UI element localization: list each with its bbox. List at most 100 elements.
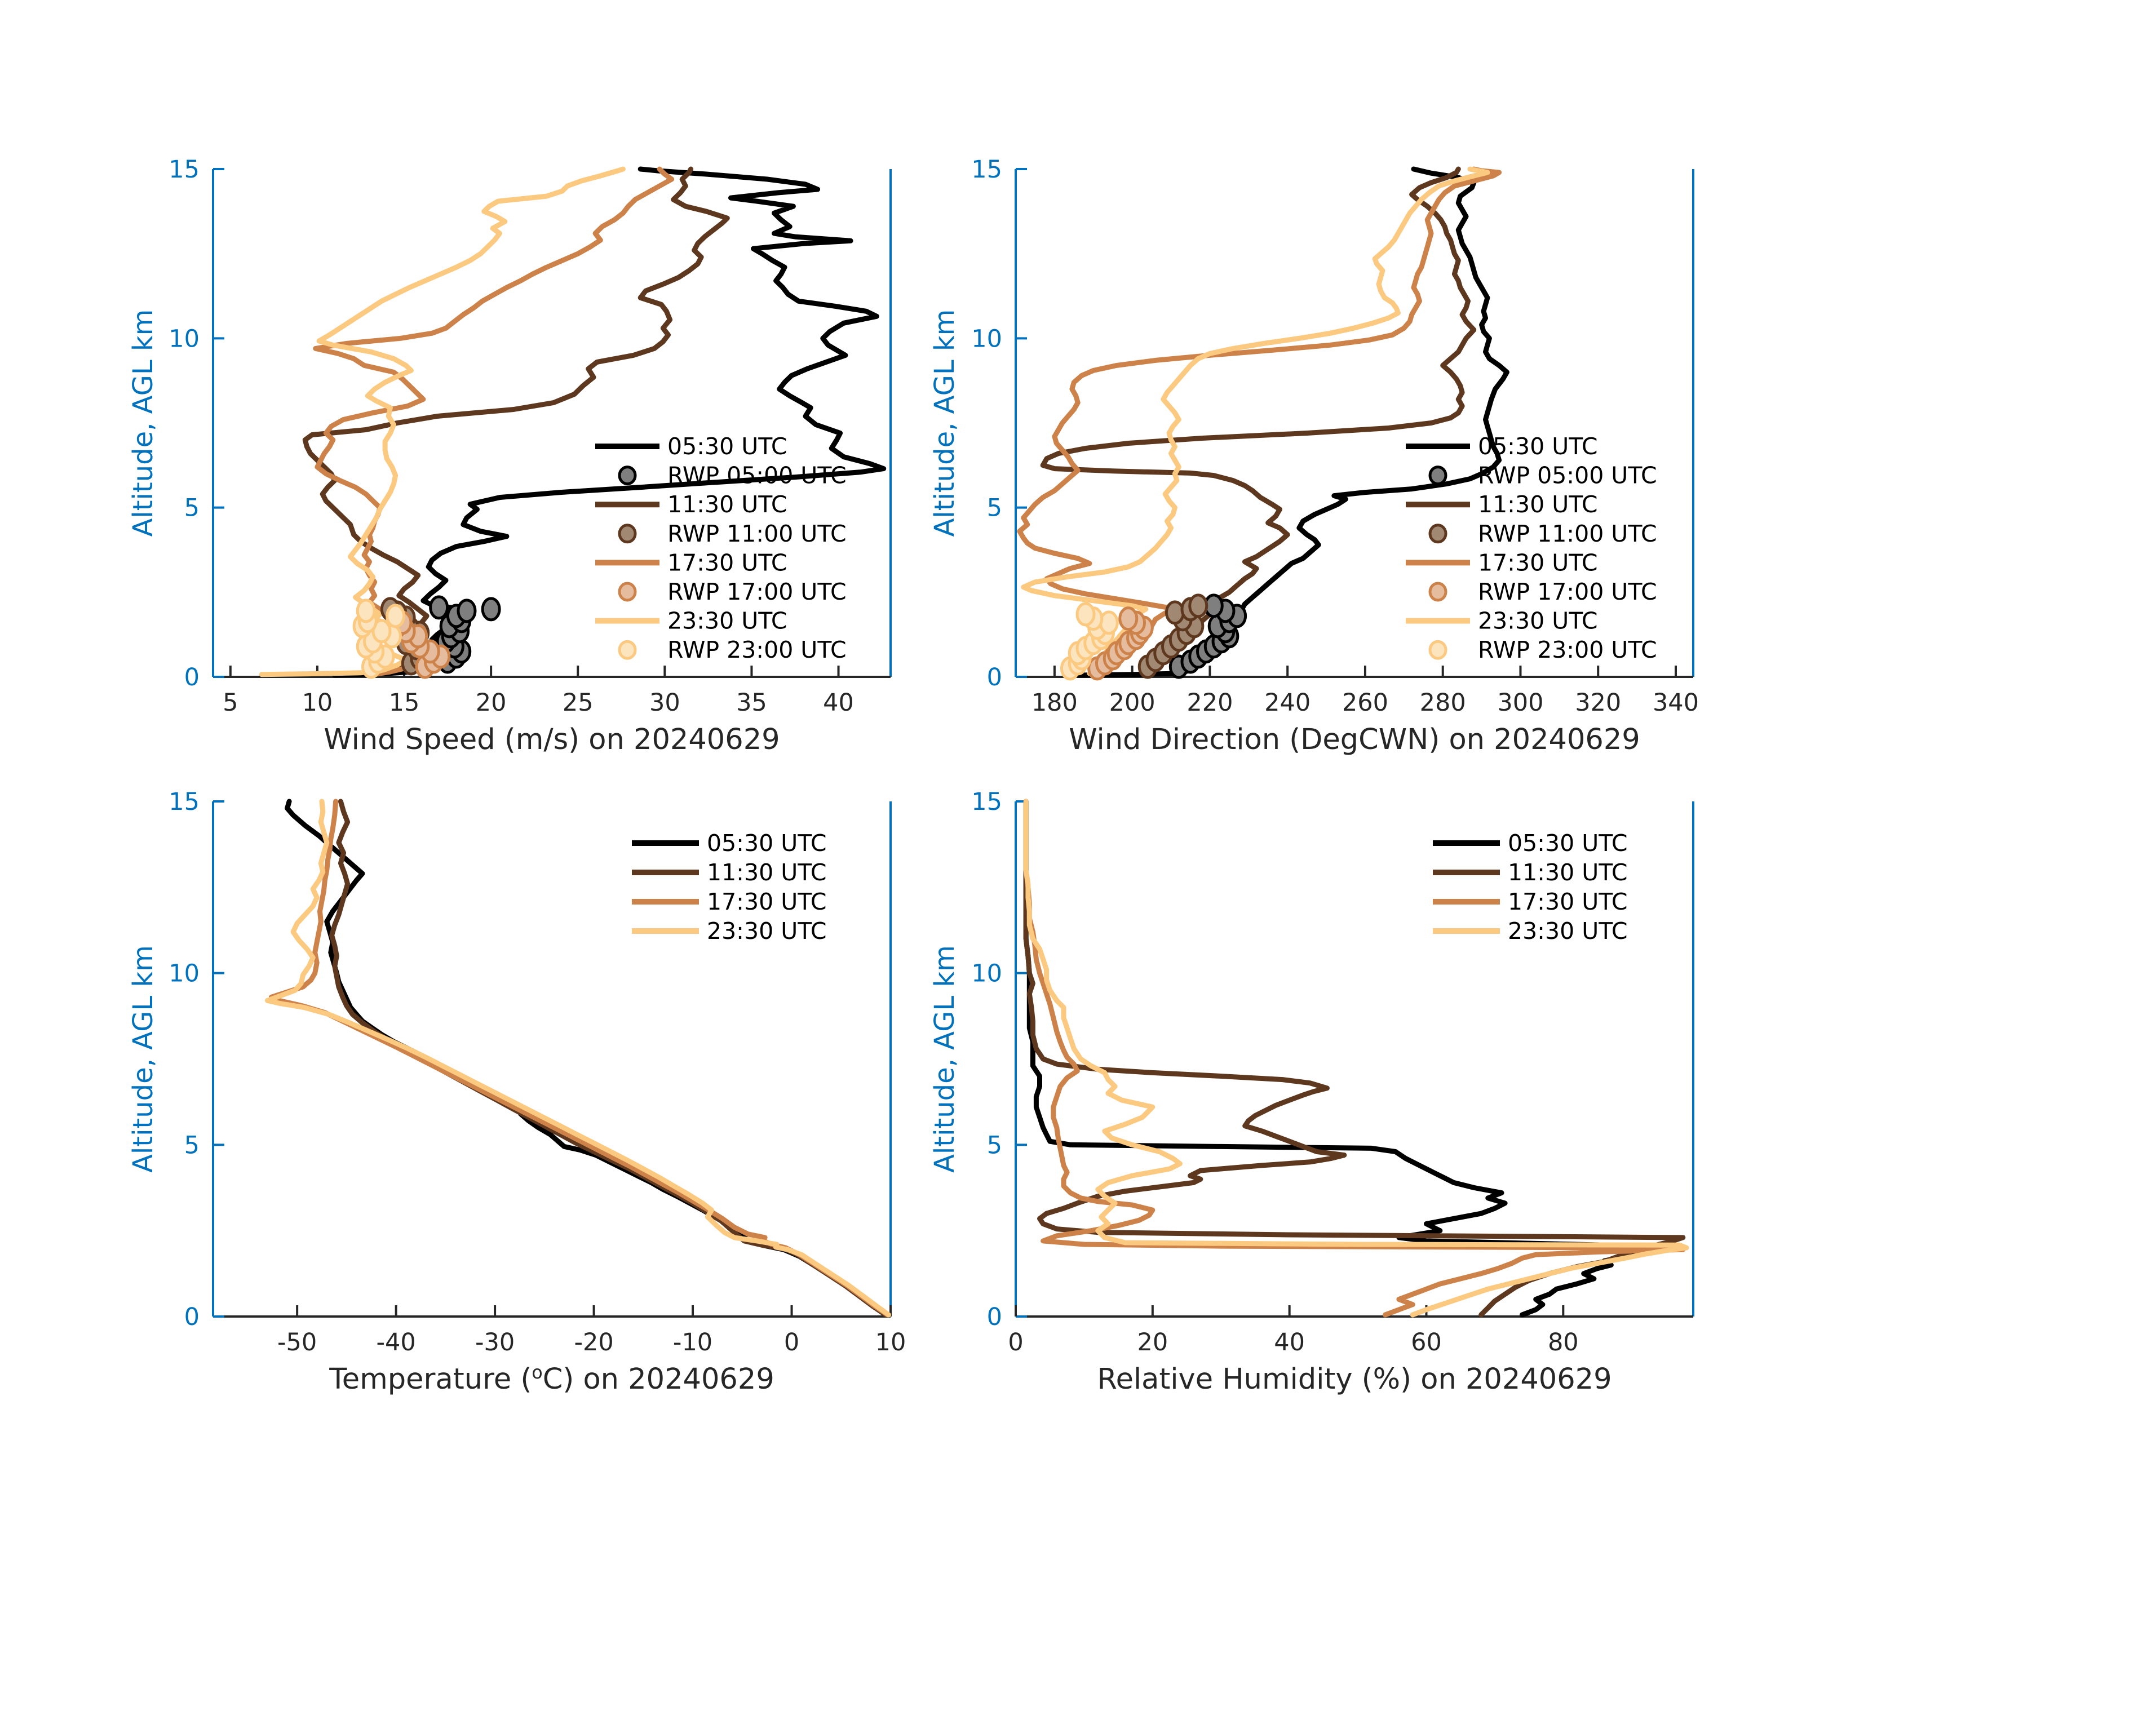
rwp-marker xyxy=(386,604,406,628)
legend-label: 23:30 UTC xyxy=(667,608,787,635)
legend-label: 11:30 UTC xyxy=(707,859,826,886)
legend-label: 17:30 UTC xyxy=(1508,888,1627,915)
y-tick-label: 0 xyxy=(184,663,200,692)
legend-label: 23:30 UTC xyxy=(707,918,826,945)
rwp-marker xyxy=(457,599,477,623)
y-tick-label: 10 xyxy=(971,325,1002,353)
legend-item-0530: 05:30 UTC xyxy=(595,433,787,460)
legend-label: RWP 23:00 UTC xyxy=(667,636,847,663)
legend-label: RWP 17:00 UTC xyxy=(667,578,847,605)
y-tick-label: 15 xyxy=(169,788,200,816)
legend-item-1730: 17:30 UTC xyxy=(1406,549,1597,576)
panel-relative-humidity: 0 5 10 15 0 20 40 60 80 Relative Humidity (%) on … xyxy=(929,788,1694,1396)
legend-item-1130: 11:30 UTC xyxy=(1406,491,1597,518)
marker-set-rwp17 xyxy=(1087,606,1154,681)
x-tick-label: 10 xyxy=(302,689,333,717)
x-tick-label: 35 xyxy=(736,689,767,717)
y-tick-label: 0 xyxy=(184,1303,200,1331)
panel-wind-direction: 0 5 10 15 180 200 220 240 260 280 300 320 340 Wind Di… xyxy=(929,156,1699,756)
y-tick-label: 10 xyxy=(169,325,200,353)
x-axis-label: Temperature (oC) on 20240629 xyxy=(329,1363,774,1396)
rwp-marker xyxy=(1165,600,1185,625)
legend-item-2330: 23:30 UTC xyxy=(632,918,826,945)
y-tick-label: 5 xyxy=(184,494,200,522)
legend-item-1730: 17:30 UTC xyxy=(632,888,826,915)
x-tick-label: 10 xyxy=(875,1328,906,1357)
legend-label: 05:30 UTC xyxy=(1478,433,1597,460)
marker-set-rwp23 xyxy=(1060,602,1119,681)
x-axis-label: Wind Direction (DegCWN) on 20240629 xyxy=(1069,723,1640,756)
y-tick-label: 0 xyxy=(987,663,1002,692)
x-tick-label: -20 xyxy=(574,1328,613,1357)
y-tick-label: 10 xyxy=(169,960,200,988)
x-tick-label: 220 xyxy=(1187,689,1233,717)
series-line-1730 xyxy=(1023,799,1686,1318)
x-tick-label: 340 xyxy=(1653,689,1699,717)
x-tick-label: 20 xyxy=(476,689,507,717)
series-line-2330 xyxy=(1023,799,1689,1318)
rwp-marker xyxy=(1075,602,1096,627)
series-line-2330 xyxy=(265,799,891,1318)
legend-item-1130: 11:30 UTC xyxy=(595,491,787,518)
legend-label: RWP 11:00 UTC xyxy=(1478,520,1657,547)
legend-marker-swatch xyxy=(1428,640,1447,660)
rwp-marker xyxy=(1188,593,1208,618)
legend-item-2330: 23:30 UTC xyxy=(1433,918,1627,945)
x-tick-label: 30 xyxy=(649,689,680,717)
legend-label: RWP 23:00 UTC xyxy=(1478,636,1657,663)
series-line-2330 xyxy=(259,166,626,677)
y-tick-label: 5 xyxy=(184,1131,200,1159)
series-line-1130 xyxy=(1040,166,1477,676)
rwp-marker xyxy=(356,599,376,623)
legend-item-rwp05: RWP 05:00 UTC xyxy=(618,462,847,489)
x-tick-label: 280 xyxy=(1420,689,1466,717)
legend-label: 05:30 UTC xyxy=(707,830,826,857)
rwp-marker xyxy=(1099,610,1119,635)
y-axis-label: Altitude, AGL km xyxy=(127,945,159,1173)
legend-item-1130: 11:30 UTC xyxy=(632,859,826,886)
x-tick-label: 260 xyxy=(1342,689,1388,717)
legend-label: 11:30 UTC xyxy=(1508,859,1627,886)
legend-item-rwp23: RWP 23:00 UTC xyxy=(618,636,847,663)
legend-item-2330: 23:30 UTC xyxy=(1406,608,1597,635)
y-tick-label: 15 xyxy=(971,156,1002,184)
x-tick-label: 320 xyxy=(1575,689,1621,717)
y-tick-label: 15 xyxy=(971,788,1002,816)
y-axis-label: Altitude, AGL km xyxy=(929,945,960,1173)
legend-item-rwp11: RWP 11:00 UTC xyxy=(618,520,847,547)
legend-item-0530: 05:30 UTC xyxy=(632,830,826,857)
panel-temperature: 0 5 10 15 -50 -40 -30 -20 -10 0 10 Temperature (oC)… xyxy=(127,788,906,1396)
x-tick-label: -10 xyxy=(673,1328,712,1357)
rwp-marker xyxy=(371,619,392,644)
x-axis-label: Relative Humidity (%) on 20240629 xyxy=(1097,1363,1612,1396)
series-line-0530 xyxy=(1075,166,1509,678)
legend-label: 17:30 UTC xyxy=(1478,549,1597,576)
series-line-2330 xyxy=(1021,166,1490,676)
x-tick-label: -30 xyxy=(475,1328,515,1357)
y-tick-label: 5 xyxy=(987,494,1002,522)
legend-marker-swatch xyxy=(618,640,637,660)
x-tick-label: 40 xyxy=(823,689,854,717)
legend-item-1730: 17:30 UTC xyxy=(595,549,787,576)
series-line-1730 xyxy=(269,799,891,1318)
legend-item-rwp11: RWP 11:00 UTC xyxy=(1428,520,1657,547)
legend-label: 17:30 UTC xyxy=(667,549,787,576)
y-tick-label: 10 xyxy=(971,960,1002,988)
legend-label: RWP 11:00 UTC xyxy=(667,520,847,547)
series-line-1730 xyxy=(1017,166,1502,676)
rwp-marker xyxy=(1118,606,1139,631)
legend-label: 23:30 UTC xyxy=(1478,608,1597,635)
legend-label: RWP 05:00 UTC xyxy=(1478,462,1657,489)
legend-marker-swatch xyxy=(618,524,637,544)
x-tick-label: 40 xyxy=(1274,1328,1305,1357)
legend-item-0530: 05:30 UTC xyxy=(1433,830,1627,857)
legend-marker-swatch xyxy=(618,466,637,486)
legend-marker-swatch xyxy=(1428,524,1447,544)
legend-marker-swatch xyxy=(1428,466,1447,486)
marker-set-rwp11 xyxy=(1137,593,1208,679)
legend-label: RWP 05:00 UTC xyxy=(667,462,847,489)
